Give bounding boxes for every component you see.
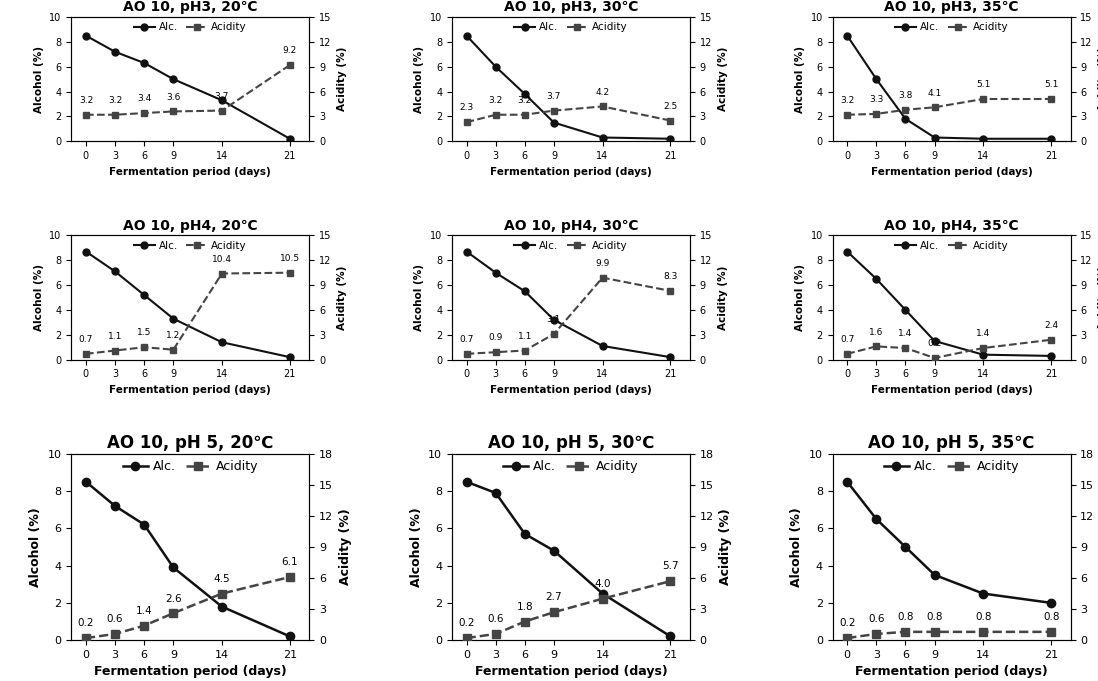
Text: 1.5: 1.5 <box>137 328 152 338</box>
Text: 0.2: 0.2 <box>839 618 855 629</box>
Text: 5.1: 5.1 <box>976 80 990 89</box>
Y-axis label: Acidity (%): Acidity (%) <box>718 266 728 330</box>
X-axis label: Fermentation period (days): Fermentation period (days) <box>871 385 1032 395</box>
Text: 3.2: 3.2 <box>518 96 531 105</box>
X-axis label: Fermentation period (days): Fermentation period (days) <box>871 167 1032 176</box>
Y-axis label: Acidity (%): Acidity (%) <box>337 266 347 330</box>
Y-axis label: Alcohol (%): Alcohol (%) <box>410 507 423 587</box>
X-axis label: Fermentation period (days): Fermentation period (days) <box>855 665 1047 678</box>
Text: 0.2: 0.2 <box>78 618 94 629</box>
Y-axis label: Alcohol (%): Alcohol (%) <box>29 507 42 587</box>
Text: 2.7: 2.7 <box>546 592 562 603</box>
Y-axis label: Acidity (%): Acidity (%) <box>719 509 732 586</box>
Text: 1.4: 1.4 <box>976 330 990 338</box>
Title: AO 10, pH4, 35℃: AO 10, pH4, 35℃ <box>884 219 1019 233</box>
X-axis label: Fermentation period (days): Fermentation period (days) <box>490 385 652 395</box>
Text: 6.1: 6.1 <box>281 557 299 567</box>
Title: AO 10, pH 5, 30℃: AO 10, pH 5, 30℃ <box>488 434 654 452</box>
Text: 0.2: 0.2 <box>928 339 942 348</box>
Text: 0.6: 0.6 <box>488 614 504 624</box>
Text: 5.7: 5.7 <box>662 561 679 571</box>
Y-axis label: Acidity (%): Acidity (%) <box>337 47 347 111</box>
Title: AO 10, pH 5, 20℃: AO 10, pH 5, 20℃ <box>108 434 273 452</box>
Legend: Alc., Acidity: Alc., Acidity <box>503 460 639 473</box>
Text: 1.1: 1.1 <box>517 332 533 340</box>
Text: 0.2: 0.2 <box>458 618 474 629</box>
Title: AO 10, pH 5, 35℃: AO 10, pH 5, 35℃ <box>869 434 1034 452</box>
Title: AO 10, pH4, 30℃: AO 10, pH4, 30℃ <box>504 219 638 233</box>
Text: 9.9: 9.9 <box>595 259 609 268</box>
Text: 0.8: 0.8 <box>1043 612 1060 622</box>
Y-axis label: Acidity (%): Acidity (%) <box>338 509 351 586</box>
Text: 0.7: 0.7 <box>459 335 473 344</box>
Y-axis label: Alcohol (%): Alcohol (%) <box>414 46 425 112</box>
Legend: Alc., Acidity: Alc., Acidity <box>895 22 1008 32</box>
Text: 3.3: 3.3 <box>870 95 884 104</box>
Text: 8.3: 8.3 <box>663 272 677 281</box>
Text: 0.6: 0.6 <box>869 614 885 624</box>
Text: 1.2: 1.2 <box>166 331 180 340</box>
Legend: Alc., Acidity: Alc., Acidity <box>514 22 628 32</box>
Text: 10.5: 10.5 <box>280 254 300 263</box>
Y-axis label: Alcohol (%): Alcohol (%) <box>414 264 425 331</box>
Text: 1.4: 1.4 <box>898 330 912 338</box>
Legend: Alc., Acidity: Alc., Acidity <box>123 460 258 473</box>
Legend: Alc., Acidity: Alc., Acidity <box>895 240 1008 251</box>
Text: 4.5: 4.5 <box>214 574 231 584</box>
X-axis label: Fermentation period (days): Fermentation period (days) <box>94 665 287 678</box>
Text: 3.1: 3.1 <box>547 315 561 324</box>
Text: 3.8: 3.8 <box>898 91 912 100</box>
Legend: Alc., Acidity: Alc., Acidity <box>514 240 628 251</box>
Text: 1.6: 1.6 <box>870 328 884 336</box>
Text: 0.8: 0.8 <box>975 612 991 622</box>
Text: 2.6: 2.6 <box>165 594 181 603</box>
Text: 3.4: 3.4 <box>137 95 152 104</box>
Y-axis label: Alcohol (%): Alcohol (%) <box>34 264 44 331</box>
Legend: Alc., Acidity: Alc., Acidity <box>884 460 1019 473</box>
Text: 1.4: 1.4 <box>136 606 153 616</box>
Text: 1.1: 1.1 <box>108 332 122 340</box>
Legend: Alc., Acidity: Alc., Acidity <box>134 22 247 32</box>
Y-axis label: Acidity (%): Acidity (%) <box>718 47 728 111</box>
Y-axis label: Alcohol (%): Alcohol (%) <box>791 507 804 587</box>
Text: 9.2: 9.2 <box>282 46 296 55</box>
Text: 10.4: 10.4 <box>212 255 232 264</box>
Text: 4.1: 4.1 <box>928 89 942 97</box>
Y-axis label: Alcohol (%): Alcohol (%) <box>34 46 44 112</box>
Title: AO 10, pH4, 20℃: AO 10, pH4, 20℃ <box>123 219 258 233</box>
Text: 0.6: 0.6 <box>107 614 123 624</box>
Text: 2.3: 2.3 <box>459 104 473 112</box>
Text: 0.9: 0.9 <box>489 334 503 343</box>
Text: 1.8: 1.8 <box>516 602 534 612</box>
Text: 2.5: 2.5 <box>663 102 677 111</box>
Text: 0.8: 0.8 <box>927 612 943 622</box>
Title: AO 10, pH3, 35℃: AO 10, pH3, 35℃ <box>884 1 1019 14</box>
X-axis label: Fermentation period (days): Fermentation period (days) <box>490 167 652 176</box>
X-axis label: Fermentation period (days): Fermentation period (days) <box>110 385 271 395</box>
Text: 2.4: 2.4 <box>1044 321 1058 330</box>
Legend: Alc., Acidity: Alc., Acidity <box>134 240 247 251</box>
Text: 3.7: 3.7 <box>547 92 561 101</box>
Text: 3.2: 3.2 <box>79 96 93 105</box>
X-axis label: Fermentation period (days): Fermentation period (days) <box>474 665 668 678</box>
Text: 3.2: 3.2 <box>489 96 503 105</box>
Title: AO 10, pH3, 30℃: AO 10, pH3, 30℃ <box>504 1 638 14</box>
Text: 5.1: 5.1 <box>1044 80 1058 89</box>
Y-axis label: Alcohol (%): Alcohol (%) <box>795 264 805 331</box>
Text: 4.0: 4.0 <box>594 579 610 589</box>
Text: 0.7: 0.7 <box>840 335 854 344</box>
Y-axis label: Alcohol (%): Alcohol (%) <box>795 46 805 112</box>
X-axis label: Fermentation period (days): Fermentation period (days) <box>110 167 271 176</box>
Text: 4.2: 4.2 <box>595 88 609 97</box>
Text: 3.2: 3.2 <box>108 96 122 105</box>
Text: 0.7: 0.7 <box>79 335 93 344</box>
Text: 3.2: 3.2 <box>840 96 854 105</box>
Text: 3.7: 3.7 <box>215 92 229 101</box>
Text: 3.6: 3.6 <box>166 93 180 101</box>
Title: AO 10, pH3, 20℃: AO 10, pH3, 20℃ <box>123 1 258 14</box>
Text: 0.8: 0.8 <box>897 612 914 622</box>
